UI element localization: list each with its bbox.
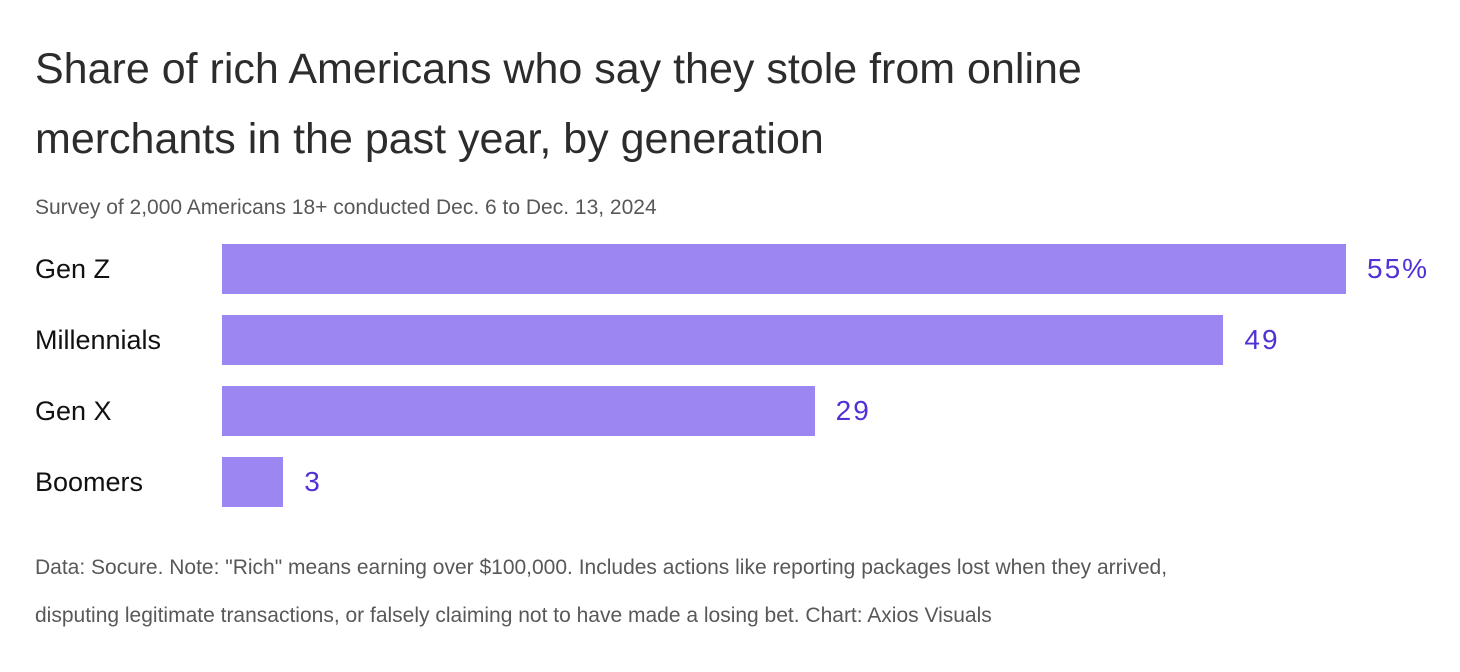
- value-label-gen-z: 55%: [1367, 253, 1430, 284]
- value-label-millennials: 49: [1244, 324, 1280, 355]
- chart-subtitle: Survey of 2,000 Americans 18+ conducted …: [35, 196, 657, 219]
- category-label-boomers: Boomers: [35, 466, 144, 497]
- chart-title-line-2: merchants in the past year, by generatio…: [35, 115, 824, 163]
- chart-page: Share of rich Americans who say they sto…: [0, 34, 1460, 640]
- chart-footer-line-2: disputing legitimate transactions, or fa…: [35, 604, 992, 627]
- chart-footer-line-1: Data: Socure. Note: "Rich" means earning…: [35, 556, 1168, 579]
- bar-boomers: [222, 457, 284, 507]
- category-label-gen-x: Gen X: [35, 395, 112, 426]
- bar-gen-z: [222, 244, 1346, 294]
- bar-row-gen-x: Gen X 29: [35, 386, 1425, 436]
- value-label-gen-x: 29: [835, 395, 871, 426]
- bar-row-millennials: Millennials 49: [35, 315, 1425, 365]
- chart-title-line-1: Share of rich Americans who say they sto…: [35, 45, 1082, 93]
- bar-millennials: [222, 315, 1224, 365]
- bar-chart: Gen Z 55% Millennials 49 Gen X 29 Boomer…: [35, 244, 1427, 507]
- category-label-millennials: Millennials: [35, 324, 162, 355]
- value-label-boomers: 3: [304, 466, 322, 497]
- chart-title: Share of rich Americans who say they sto…: [35, 34, 1425, 174]
- chart-footer-note: Data: Socure. Note: "Rich" means earning…: [35, 544, 1425, 640]
- bar-row-gen-z: Gen Z 55%: [35, 244, 1427, 294]
- bar-gen-x: [222, 386, 815, 436]
- category-label-gen-z: Gen Z: [35, 253, 111, 284]
- bar-row-boomers: Boomers 3: [35, 457, 1425, 507]
